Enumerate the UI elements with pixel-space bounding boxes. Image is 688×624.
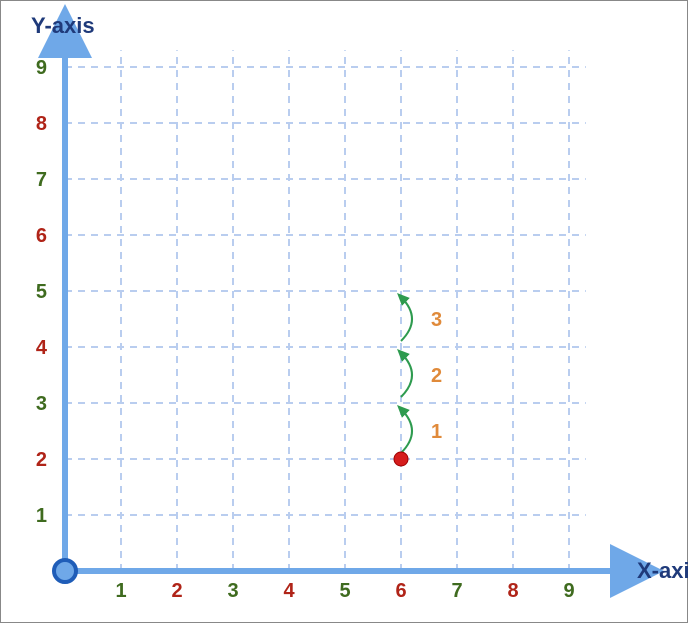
y-tick-label: 1 — [36, 505, 47, 527]
y-tick-label: 6 — [36, 225, 47, 247]
chart-frame: 1 2 3 4 5 6 7 8 9 1 2 3 4 5 6 7 8 9 X-axis Y-axis 1 2 3 — [0, 0, 688, 623]
x-tick-label: 3 — [227, 580, 238, 602]
x-tick-label: 6 — [395, 580, 406, 602]
x-tick-label: 5 — [339, 580, 350, 602]
origin-marker — [54, 560, 76, 582]
x-tick-label: 7 — [451, 580, 462, 602]
y-axis-label: Y-axis — [31, 13, 95, 38]
y-tick-label: 7 — [36, 169, 47, 191]
x-axis-label: X-axis — [637, 558, 688, 583]
step-label: 2 — [431, 365, 442, 387]
x-tick-label: 1 — [115, 580, 126, 602]
x-tick-label: 4 — [283, 580, 295, 602]
step-arrow — [401, 297, 412, 341]
step-arrow — [401, 409, 412, 453]
x-tick-label: 8 — [507, 580, 518, 602]
y-tick-label: 2 — [36, 449, 47, 471]
y-tick-label: 9 — [36, 57, 47, 79]
y-tick-label: 3 — [36, 393, 47, 415]
y-tick-label: 5 — [36, 281, 47, 303]
y-tick-label: 8 — [36, 113, 47, 135]
y-tick-label: 4 — [36, 337, 48, 359]
x-tick-label: 2 — [171, 580, 182, 602]
coordinate-grid-chart: 1 2 3 4 5 6 7 8 9 1 2 3 4 5 6 7 8 9 X-axis Y-axis 1 2 3 — [1, 1, 688, 624]
plotted-point — [394, 452, 408, 466]
step-label: 1 — [431, 421, 442, 443]
step-label: 3 — [431, 309, 442, 331]
x-tick-label: 9 — [563, 580, 574, 602]
step-arrow — [401, 353, 412, 397]
